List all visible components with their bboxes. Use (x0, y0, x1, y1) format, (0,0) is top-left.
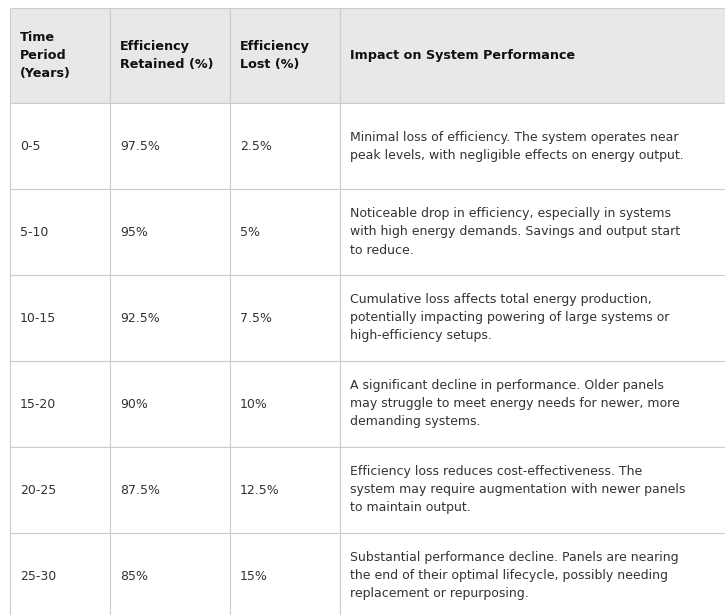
Bar (340, 275, 725, 361)
Text: 20-25: 20-25 (20, 483, 57, 496)
Text: 10%: 10% (240, 397, 268, 410)
Bar (340, 103, 725, 189)
Bar (340, 447, 725, 533)
Text: A significant decline in performance. Older panels
may struggle to meet energy n: A significant decline in performance. Ol… (350, 379, 680, 429)
Bar (230, 103, 340, 189)
Text: Cumulative loss affects total energy production,
potentially impacting powering : Cumulative loss affects total energy pro… (350, 293, 669, 343)
Text: 7.5%: 7.5% (240, 312, 272, 325)
Text: Substantial performance decline. Panels are nearing
the end of their optimal lif: Substantial performance decline. Panels … (350, 552, 679, 600)
Bar (110, 103, 230, 189)
Text: Noticeable drop in efficiency, especially in systems
with high energy demands. S: Noticeable drop in efficiency, especiall… (350, 207, 680, 256)
Bar (230, 533, 340, 615)
Bar (110, 8, 230, 103)
Bar (110, 533, 230, 615)
Text: Efficiency loss reduces cost-effectiveness. The
system may require augmentation : Efficiency loss reduces cost-effectivene… (350, 466, 685, 515)
Text: 15-20: 15-20 (20, 397, 57, 410)
Bar (110, 361, 230, 447)
Text: 10-15: 10-15 (20, 312, 57, 325)
Text: 25-30: 25-30 (20, 569, 57, 582)
Text: Impact on System Performance: Impact on System Performance (350, 49, 575, 62)
Text: 87.5%: 87.5% (120, 483, 160, 496)
Bar (10, 447, 110, 533)
Text: 12.5%: 12.5% (240, 483, 280, 496)
Text: Efficiency
Retained (%): Efficiency Retained (%) (120, 40, 213, 71)
Bar (340, 189, 725, 275)
Bar (110, 189, 230, 275)
Text: 97.5%: 97.5% (120, 140, 160, 153)
Bar (10, 361, 110, 447)
Bar (10, 189, 110, 275)
Text: 5%: 5% (240, 226, 260, 239)
Text: Time
Period
(Years): Time Period (Years) (20, 31, 71, 80)
Text: 5-10: 5-10 (20, 226, 49, 239)
Text: 85%: 85% (120, 569, 148, 582)
Bar (230, 447, 340, 533)
Text: 2.5%: 2.5% (240, 140, 272, 153)
Text: 15%: 15% (240, 569, 268, 582)
Bar (340, 533, 725, 615)
Text: Minimal loss of efficiency. The system operates near
peak levels, with negligibl: Minimal loss of efficiency. The system o… (350, 130, 684, 162)
Text: 95%: 95% (120, 226, 148, 239)
Bar (340, 8, 725, 103)
Bar (230, 361, 340, 447)
Bar (340, 361, 725, 447)
Bar (230, 8, 340, 103)
Text: 92.5%: 92.5% (120, 312, 160, 325)
Bar (10, 533, 110, 615)
Bar (230, 275, 340, 361)
Bar (110, 447, 230, 533)
Text: 0-5: 0-5 (20, 140, 41, 153)
Text: 90%: 90% (120, 397, 148, 410)
Bar (10, 8, 110, 103)
Bar (110, 275, 230, 361)
Bar (230, 189, 340, 275)
Bar (10, 103, 110, 189)
Bar (10, 275, 110, 361)
Text: Efficiency
Lost (%): Efficiency Lost (%) (240, 40, 310, 71)
